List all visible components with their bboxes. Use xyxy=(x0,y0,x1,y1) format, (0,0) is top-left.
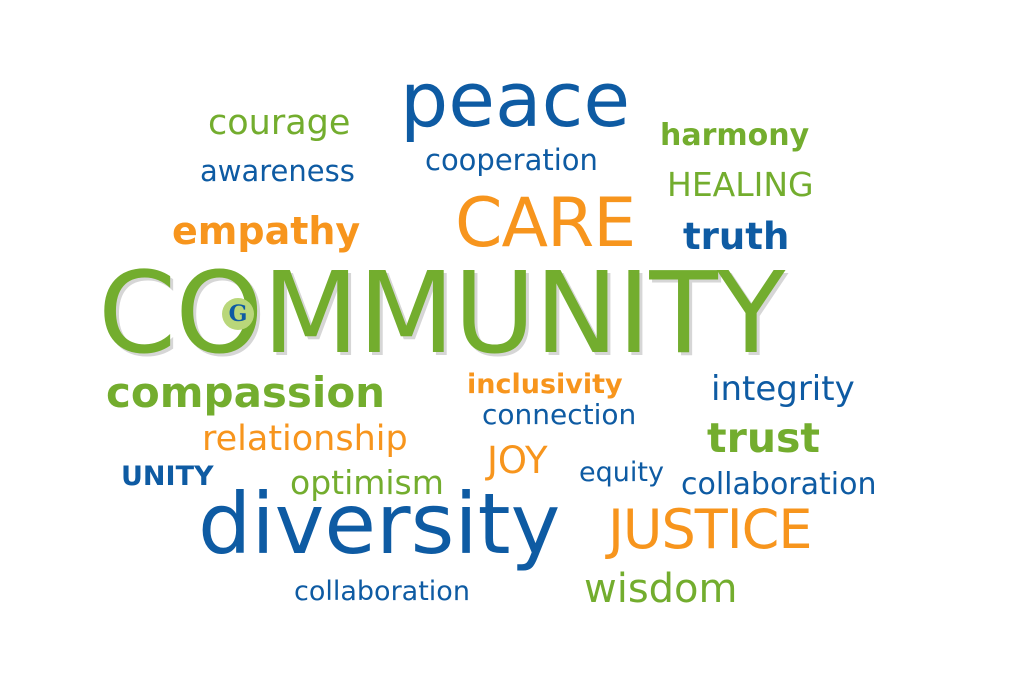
word-integrity: integrity xyxy=(711,369,855,409)
word-collaboration-bottom: collaboration xyxy=(294,576,470,607)
word-inclusivity: inclusivity xyxy=(467,369,623,400)
word-care: CARE xyxy=(455,184,636,263)
word-justice: JUSTICE xyxy=(608,498,812,561)
word-wisdom: wisdom xyxy=(584,566,738,612)
word-equity: equity xyxy=(579,457,664,488)
word-cooperation: cooperation xyxy=(425,143,598,177)
word-optimism: optimism xyxy=(290,463,444,502)
word-harmony: harmony xyxy=(660,118,810,153)
word-truth: truth xyxy=(683,215,790,258)
word-joy: JOY xyxy=(487,439,548,482)
word-courage: courage xyxy=(208,103,351,143)
word-peace: peace xyxy=(400,55,631,144)
g-logo-icon: G xyxy=(222,298,254,330)
word-connection: connection xyxy=(482,398,637,431)
word-relationship: relationship xyxy=(202,419,408,459)
word-trust: trust xyxy=(707,414,821,462)
word-healing: HEALING xyxy=(667,165,814,204)
logo-letter: G xyxy=(228,301,248,327)
word-diversity: diversity xyxy=(198,475,561,573)
word-collaboration-right: collaboration xyxy=(681,467,877,502)
word-awareness: awareness xyxy=(200,154,355,188)
word-empathy: empathy xyxy=(172,209,361,253)
word-unity: UNITY xyxy=(121,461,214,492)
word-compassion: compassion xyxy=(106,368,386,417)
word-community: COMMUNITY xyxy=(98,249,785,379)
